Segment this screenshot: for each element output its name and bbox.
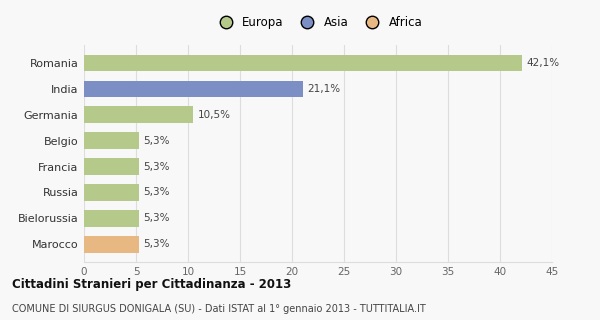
Bar: [84, 158, 139, 175]
Bar: [84, 184, 139, 201]
Text: 5,3%: 5,3%: [143, 188, 170, 197]
Text: 21,1%: 21,1%: [308, 84, 341, 94]
Bar: [84, 81, 304, 97]
Text: 10,5%: 10,5%: [197, 110, 230, 120]
Text: 42,1%: 42,1%: [526, 58, 559, 68]
Bar: [84, 210, 139, 227]
Bar: [84, 55, 522, 71]
Legend: Europa, Asia, Africa: Europa, Asia, Africa: [209, 12, 427, 34]
Text: 5,3%: 5,3%: [143, 136, 170, 146]
Text: Cittadini Stranieri per Cittadinanza - 2013: Cittadini Stranieri per Cittadinanza - 2…: [12, 278, 291, 292]
Bar: [84, 107, 193, 123]
Bar: [84, 236, 139, 252]
Text: 5,3%: 5,3%: [143, 162, 170, 172]
Text: COMUNE DI SIURGUS DONIGALA (SU) - Dati ISTAT al 1° gennaio 2013 - TUTTITALIA.IT: COMUNE DI SIURGUS DONIGALA (SU) - Dati I…: [12, 304, 426, 314]
Bar: [84, 132, 139, 149]
Text: 5,3%: 5,3%: [143, 239, 170, 249]
Text: 5,3%: 5,3%: [143, 213, 170, 223]
